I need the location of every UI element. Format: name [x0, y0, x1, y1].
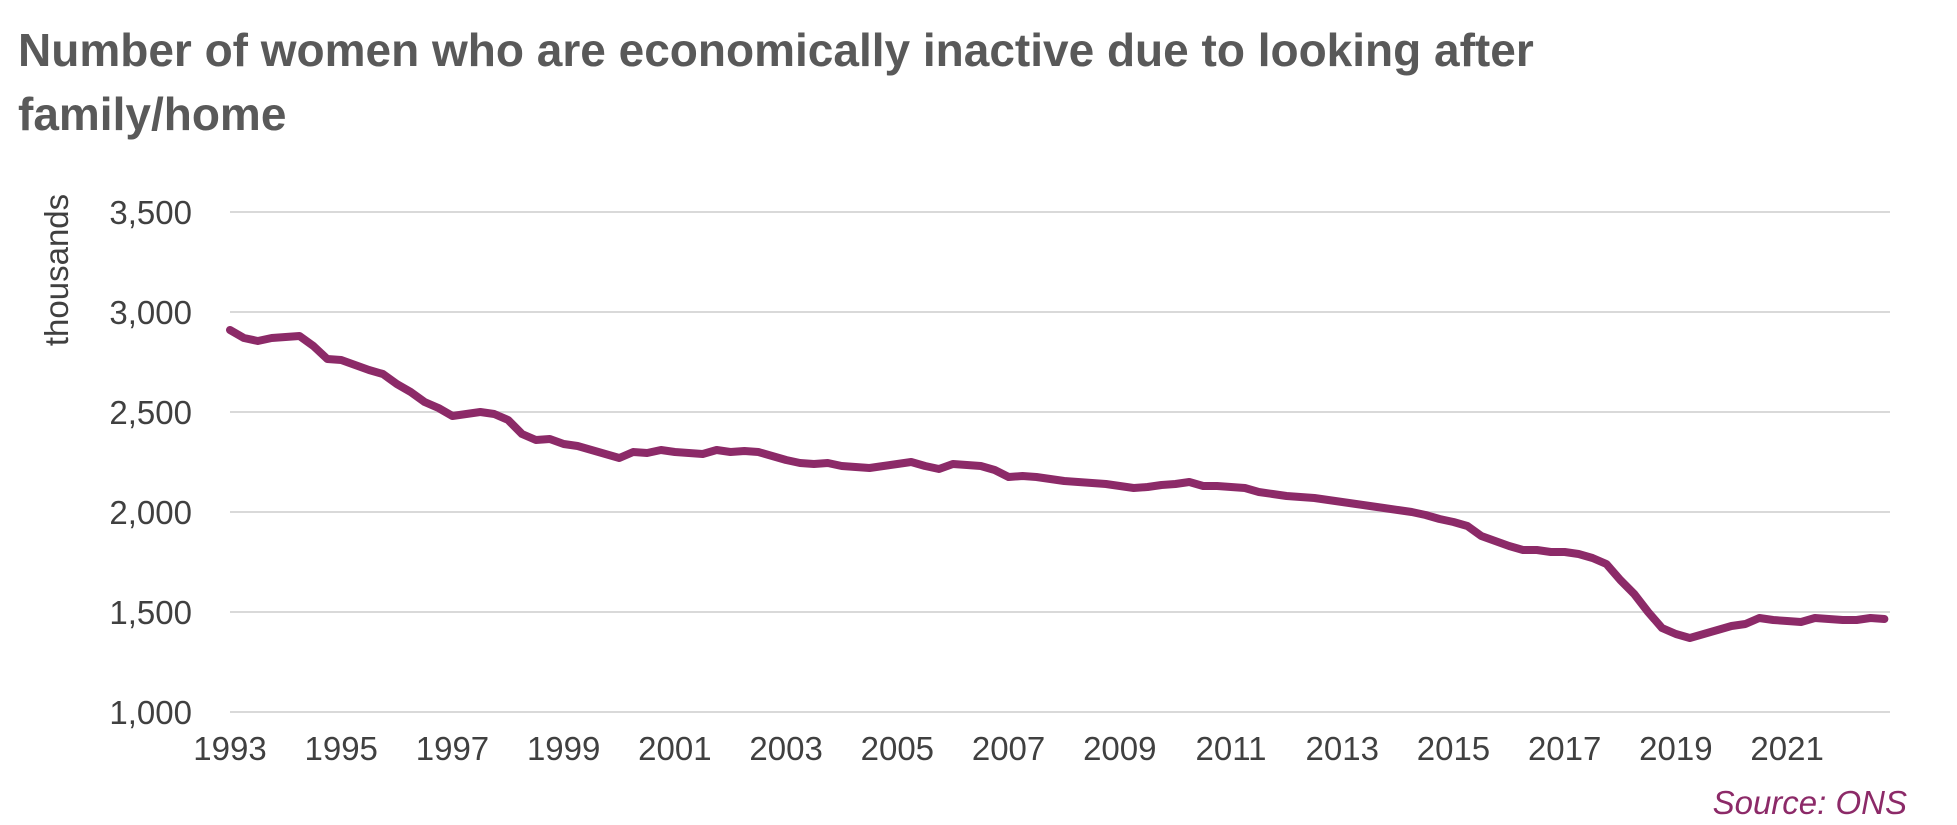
- x-tick-label: 2001: [638, 730, 711, 767]
- y-tick-label: 1,500: [109, 594, 192, 631]
- x-tick-label: 2017: [1528, 730, 1601, 767]
- y-tick-label: 2,000: [109, 494, 192, 531]
- source-note: Source: ONS: [1712, 784, 1907, 821]
- x-tick-label: 2011: [1196, 730, 1267, 767]
- x-tick-label: 1997: [416, 730, 489, 767]
- x-tick-label: 1999: [527, 730, 600, 767]
- y-axis-title: thousands: [38, 194, 75, 346]
- y-tick-label: 2,500: [109, 394, 192, 431]
- x-tick-label: 1993: [193, 730, 266, 767]
- x-tick-label: 2021: [1750, 730, 1823, 767]
- y-axis-ticks: 1,000 1,500 2,000 2,500 3,000 3,500: [109, 194, 192, 731]
- x-axis-ticks: 1993 1995 1997 1999 2001 2003 2005 2007 2009 2011…: [193, 730, 1824, 767]
- series-line: [226, 326, 1889, 642]
- x-tick-label: 2019: [1639, 730, 1712, 767]
- chart-title: Number of women who are economically ina…: [18, 24, 1534, 140]
- x-tick-label: 2003: [749, 730, 822, 767]
- x-tick-label: 2009: [1083, 730, 1156, 767]
- x-tick-label: 1995: [305, 730, 378, 767]
- gridlines: [230, 211, 1890, 713]
- x-tick-label: 2007: [972, 730, 1045, 767]
- x-tick-label: 2013: [1306, 730, 1379, 767]
- x-tick-label: 2005: [861, 730, 934, 767]
- y-tick-label: 3,500: [109, 194, 192, 231]
- x-tick-label: 2015: [1417, 730, 1490, 767]
- y-tick-label: 3,000: [109, 294, 192, 331]
- y-tick-label: 1,000: [109, 694, 192, 731]
